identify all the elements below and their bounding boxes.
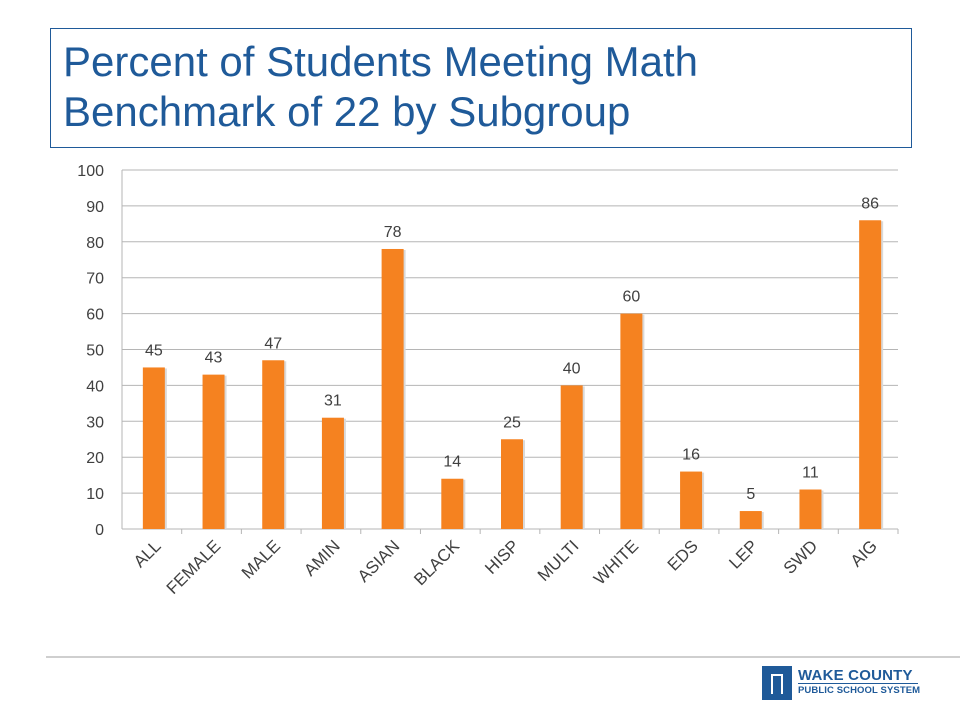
bar-female <box>202 374 225 529</box>
data-label: 43 <box>205 350 223 367</box>
bar-lep <box>739 511 762 529</box>
x-tick-label: AIG <box>847 536 881 570</box>
footer-divider <box>46 656 960 658</box>
y-tick-label: 60 <box>86 307 104 324</box>
schoolhouse-icon <box>762 666 792 700</box>
x-tick-label: AMIN <box>300 536 343 579</box>
x-tick-label: LEP <box>725 536 761 572</box>
data-label: 5 <box>746 486 755 503</box>
data-label: 86 <box>861 195 879 212</box>
bar-aig <box>859 220 882 529</box>
data-label: 45 <box>145 342 163 359</box>
data-label: 16 <box>682 447 700 464</box>
x-tick-label: EDS <box>664 536 702 574</box>
y-tick-label: 40 <box>86 378 104 395</box>
bar-hisp <box>501 439 523 529</box>
bar-male <box>262 360 285 529</box>
page-title: Percent of Students Meeting Math Benchma… <box>63 38 699 135</box>
y-tick-label: 50 <box>86 343 104 360</box>
y-tick-label: 30 <box>86 414 104 431</box>
x-tick-label: ALL <box>130 536 165 571</box>
bar-swd <box>799 489 822 529</box>
bar-all <box>142 367 165 529</box>
y-tick-label: 70 <box>86 271 104 288</box>
data-label: 47 <box>264 335 282 352</box>
x-tick-label: MULTI <box>534 536 583 585</box>
data-label: 78 <box>384 224 402 241</box>
x-tick-label: MALE <box>238 536 284 582</box>
y-tick-label: 10 <box>86 486 104 503</box>
x-tick-label: HISP <box>481 536 522 577</box>
data-label: 40 <box>563 360 581 377</box>
data-label: 25 <box>503 414 521 431</box>
x-tick-label: ASIAN <box>354 536 404 586</box>
x-tick-label: WHITE <box>590 536 642 588</box>
x-tick-label: FEMALE <box>163 536 225 598</box>
bar-amin <box>321 417 344 529</box>
logo-line1: WAKE COUNTY <box>798 667 913 684</box>
y-tick-label: 0 <box>95 522 104 539</box>
bar-chart: 0 10 20 30 40 50 60 70 80 90 100 45 ALL 43 FEMALE 47 MAL… <box>77 163 899 598</box>
bar-white <box>620 313 643 529</box>
y-tick-label: 90 <box>86 199 104 216</box>
x-tick-label: BLACK <box>410 536 463 589</box>
data-label: 11 <box>802 465 819 482</box>
y-tick-label: 80 <box>86 235 104 252</box>
data-label: 60 <box>622 289 640 306</box>
bar-multi <box>560 385 583 529</box>
bar-eds <box>680 471 703 529</box>
title-box: Percent of Students Meeting Math Benchma… <box>50 28 912 148</box>
wake-county-logo: WAKE COUNTY PUBLIC SCHOOL SYSTEM <box>762 664 922 704</box>
logo-line2: PUBLIC SCHOOL SYSTEM <box>798 685 921 696</box>
data-label: 14 <box>443 454 461 471</box>
logo-rule <box>798 683 918 684</box>
y-tick-label: 20 <box>86 450 104 467</box>
bar-asian <box>381 248 404 530</box>
data-label: 31 <box>324 393 342 410</box>
x-tick-label: SWD <box>780 536 821 577</box>
bar-black <box>441 478 464 529</box>
y-tick-label: 100 <box>77 163 104 180</box>
